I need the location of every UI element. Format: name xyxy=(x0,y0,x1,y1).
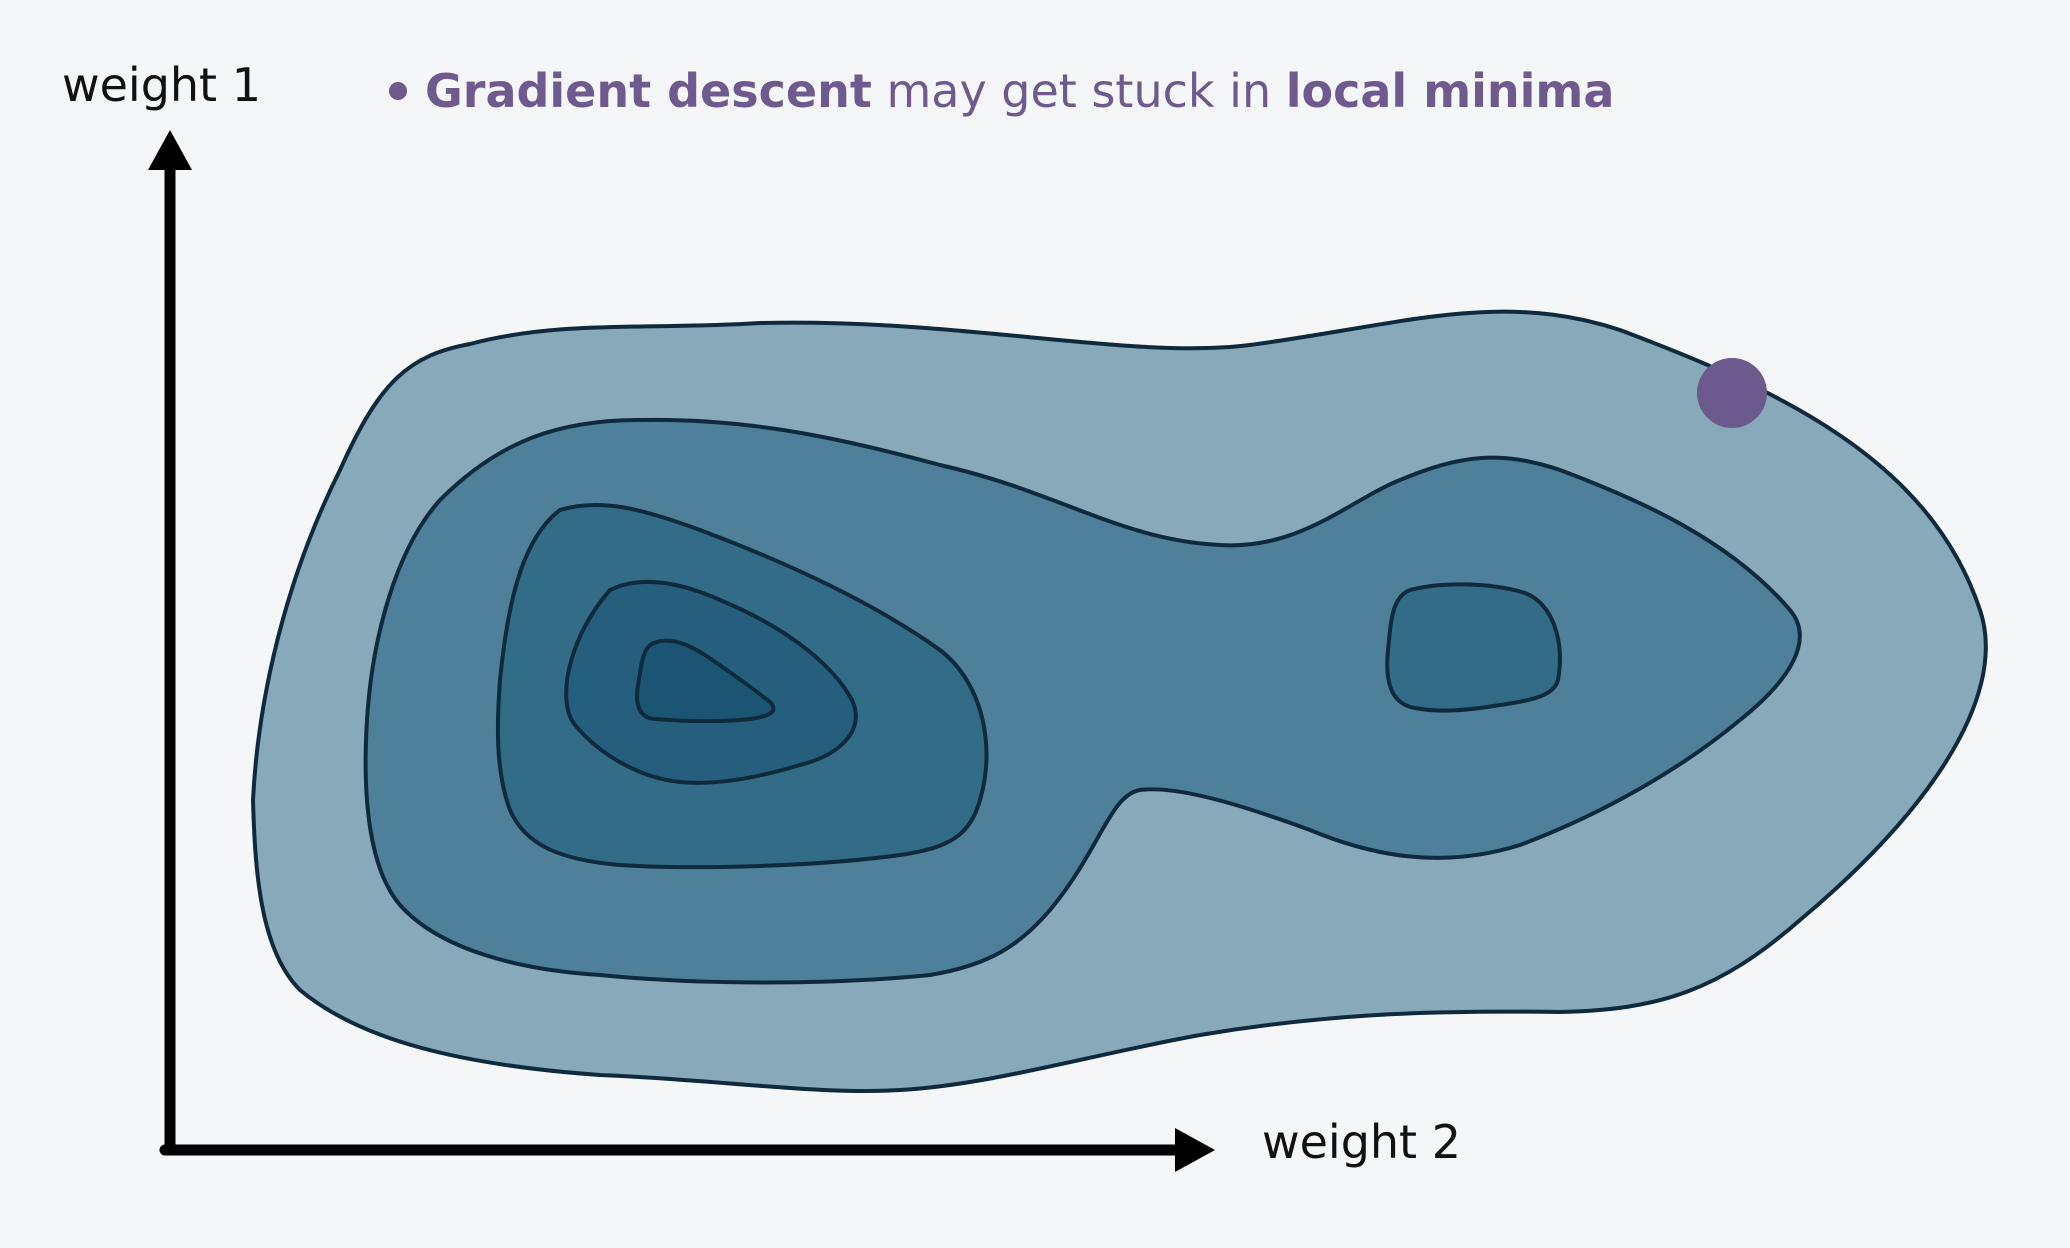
local-minimum-core xyxy=(1385,582,1562,713)
bullet-dot xyxy=(389,82,407,100)
y-axis-label: weight 1 xyxy=(62,58,261,112)
y-axis-arrow-icon xyxy=(148,130,192,170)
global-minimum-core xyxy=(635,638,776,724)
x-axis-label: weight 2 xyxy=(1262,1115,1461,1169)
x-axis-arrow-icon xyxy=(1175,1128,1215,1172)
optimizer-ball xyxy=(1697,358,1767,428)
loss-landscape xyxy=(251,309,1988,1093)
axes xyxy=(148,130,1215,1172)
headline-text: Gradient descent may get stuck in local … xyxy=(425,64,1614,118)
headline: Gradient descent may get stuck in local … xyxy=(389,64,1614,118)
headline-bold-2: local minima xyxy=(1286,64,1615,118)
headline-bold-1: Gradient descent xyxy=(425,64,872,118)
headline-normal: may get stuck in xyxy=(872,64,1286,118)
